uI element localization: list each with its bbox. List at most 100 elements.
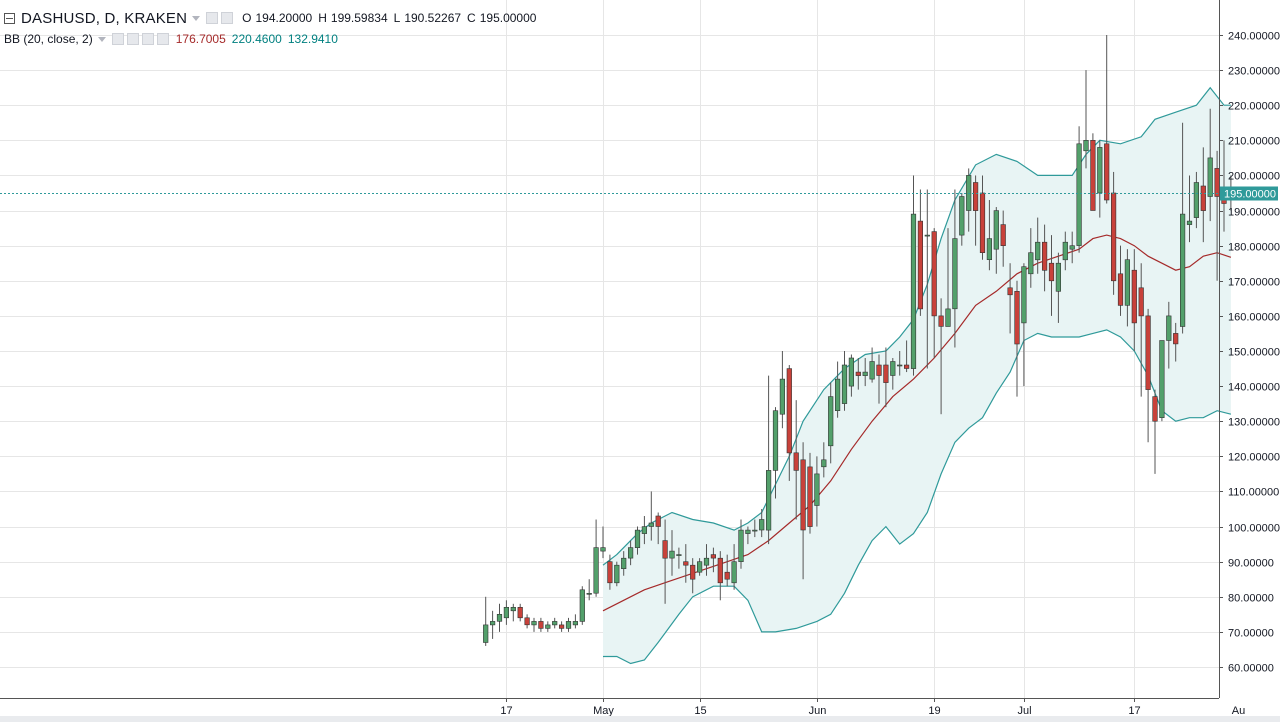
candle[interactable] [648, 491, 654, 541]
candle[interactable] [821, 442, 827, 478]
candle[interactable] [855, 358, 861, 390]
collapse-icon[interactable] [4, 12, 15, 24]
candle[interactable] [1186, 175, 1193, 243]
candle[interactable] [883, 347, 889, 408]
candle[interactable] [1076, 126, 1082, 253]
candle[interactable] [614, 561, 620, 587]
candle[interactable] [655, 512, 661, 545]
candle[interactable] [703, 544, 710, 576]
candle[interactable] [1124, 249, 1130, 327]
candle[interactable] [724, 554, 730, 587]
candle[interactable] [1083, 70, 1089, 169]
candle[interactable] [717, 551, 723, 601]
candle[interactable] [565, 617, 572, 632]
candle[interactable] [662, 519, 668, 604]
eye-icon[interactable] [206, 12, 219, 24]
candle[interactable] [1138, 263, 1144, 397]
gear-icon[interactable] [126, 33, 139, 45]
candle[interactable] [627, 540, 634, 566]
candle[interactable] [1145, 308, 1151, 443]
candle[interactable] [772, 407, 779, 499]
candle[interactable] [966, 168, 972, 232]
candle[interactable] [483, 596, 489, 646]
candle[interactable] [800, 442, 806, 580]
candle[interactable] [731, 544, 737, 590]
candle[interactable] [1180, 122, 1186, 334]
candle[interactable] [848, 354, 854, 397]
candle[interactable] [1000, 210, 1006, 267]
candle[interactable] [696, 558, 703, 576]
candle[interactable] [938, 298, 944, 415]
candles[interactable] [483, 35, 1234, 646]
candle[interactable] [738, 519, 744, 569]
candle[interactable] [972, 175, 979, 246]
candle[interactable] [924, 189, 930, 369]
candle[interactable] [503, 600, 510, 625]
close-icon[interactable] [156, 33, 169, 45]
candle[interactable] [1090, 133, 1096, 211]
candle[interactable] [814, 456, 820, 527]
candle[interactable] [669, 530, 675, 576]
candle[interactable] [1159, 340, 1165, 422]
candle[interactable] [807, 452, 813, 534]
bottom-scrollbar[interactable] [0, 716, 1280, 722]
candle[interactable] [1193, 171, 1199, 229]
candle[interactable] [876, 354, 882, 404]
gear-icon[interactable] [221, 12, 234, 24]
candle[interactable] [910, 175, 917, 376]
candle[interactable] [579, 586, 585, 625]
candle[interactable] [593, 519, 599, 597]
candle[interactable] [759, 509, 765, 538]
candle[interactable] [834, 361, 841, 418]
candle[interactable] [676, 547, 682, 569]
candle[interactable] [765, 375, 772, 545]
candle[interactable] [917, 189, 923, 316]
candle[interactable] [745, 526, 751, 545]
candle[interactable] [1055, 252, 1061, 323]
candle[interactable] [897, 351, 903, 376]
candle[interactable] [517, 603, 523, 622]
candle[interactable] [710, 547, 716, 573]
candle[interactable] [496, 603, 503, 632]
candle[interactable] [1200, 147, 1206, 243]
candle[interactable] [607, 554, 613, 590]
candle[interactable] [1069, 231, 1075, 264]
candle[interactable] [558, 621, 565, 632]
candle[interactable] [634, 526, 641, 555]
candle[interactable] [545, 621, 551, 632]
candle[interactable] [1042, 224, 1048, 292]
candle[interactable] [890, 358, 896, 390]
candle[interactable] [1166, 301, 1172, 369]
candle[interactable] [1028, 228, 1034, 288]
candle[interactable] [572, 614, 578, 629]
candle[interactable] [1062, 231, 1068, 271]
candle[interactable] [903, 340, 910, 373]
chevron-down-icon[interactable] [97, 36, 106, 42]
candle[interactable] [952, 189, 958, 348]
candle[interactable] [752, 519, 758, 538]
candle[interactable] [531, 617, 537, 632]
candle[interactable] [1048, 235, 1055, 316]
candle[interactable] [1014, 280, 1020, 397]
plus-icon[interactable] [141, 33, 154, 45]
candle[interactable] [869, 347, 875, 383]
candle[interactable] [979, 175, 986, 260]
candle[interactable] [510, 603, 516, 622]
candle[interactable] [931, 228, 937, 359]
candle[interactable] [793, 400, 799, 520]
candle[interactable] [683, 544, 689, 583]
candle[interactable] [1104, 35, 1110, 204]
candle[interactable] [641, 516, 647, 545]
candle[interactable] [945, 228, 951, 327]
candle[interactable] [786, 365, 792, 481]
candle[interactable] [489, 610, 496, 639]
candle[interactable] [524, 614, 530, 629]
candle[interactable] [959, 193, 965, 246]
candle[interactable] [841, 351, 848, 411]
candle[interactable] [1207, 108, 1213, 222]
candle[interactable] [1097, 140, 1103, 218]
eye-icon[interactable] [111, 33, 124, 45]
candle[interactable] [1021, 263, 1027, 387]
candle[interactable] [600, 526, 606, 559]
